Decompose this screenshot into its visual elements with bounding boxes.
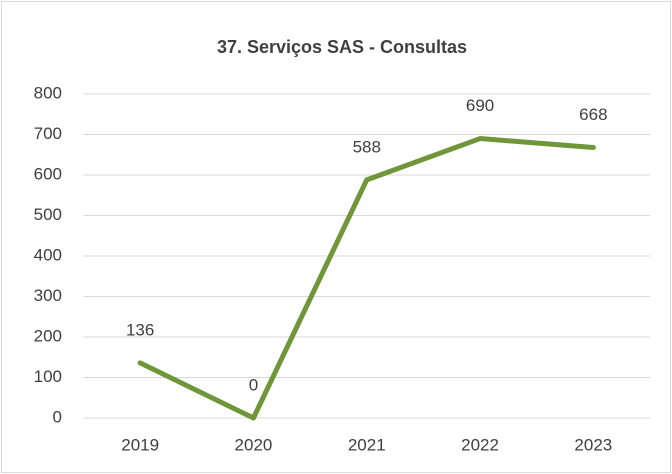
y-tick-label: 200 [34, 326, 62, 345]
y-tick-label: 300 [34, 286, 62, 305]
data-label: 690 [466, 96, 494, 115]
y-tick-label: 500 [34, 205, 62, 224]
y-tick-label: 400 [34, 245, 62, 264]
x-tick-label: 2023 [574, 435, 612, 454]
chart-title: 37. Serviços SAS - Consultas [217, 37, 467, 57]
data-label: 668 [579, 105, 607, 124]
y-tick-label: 600 [34, 164, 62, 183]
x-tick-label: 2022 [461, 435, 499, 454]
y-tick-label: 0 [53, 407, 62, 426]
x-tick-label: 2020 [235, 435, 273, 454]
data-line [137, 136, 596, 421]
x-tick-label: 2019 [121, 435, 159, 454]
y-tick-label: 700 [34, 124, 62, 143]
x-tick-label: 2021 [348, 435, 386, 454]
y-tick-label: 100 [34, 367, 62, 386]
data-label: 588 [353, 137, 381, 156]
data-label: 136 [126, 320, 154, 339]
data-label: 0 [249, 375, 258, 394]
y-tick-label: 800 [34, 83, 62, 102]
